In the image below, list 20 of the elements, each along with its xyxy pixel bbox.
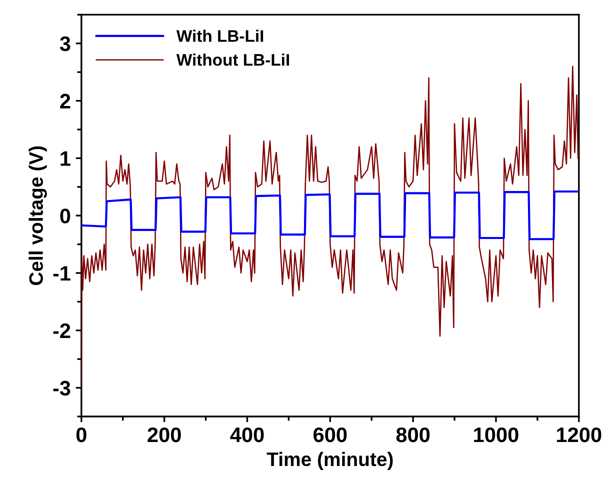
y-axis-title: Cell voltage (V)	[28, 146, 47, 286]
y-tick-label: -2	[53, 323, 70, 338]
x-axis-title: Time (minute)	[266, 452, 393, 470]
x-tick-label: 1000	[474, 427, 518, 442]
x-tick-label: 0	[76, 427, 86, 442]
y-tick-label: 2	[60, 94, 70, 108]
x-tick-label: 800	[396, 427, 430, 442]
line-series	[81, 66, 579, 388]
y-tick-label: -3	[53, 380, 70, 396]
x-tick-label: 200	[148, 427, 181, 442]
x-tick-label: 1200	[557, 427, 602, 442]
y-tick-label: -1	[53, 266, 70, 281]
legend-label: With LB-LiI	[176, 30, 264, 42]
x-tick-label: 400	[230, 427, 264, 442]
line-series	[81, 190, 579, 240]
legend-label: Without LB-LiI	[176, 54, 289, 66]
y-tick-label: 0	[60, 208, 70, 224]
x-tick-label: 600	[314, 427, 347, 442]
y-tick-label: 1	[60, 151, 70, 166]
y-tick-label: 3	[60, 36, 70, 52]
